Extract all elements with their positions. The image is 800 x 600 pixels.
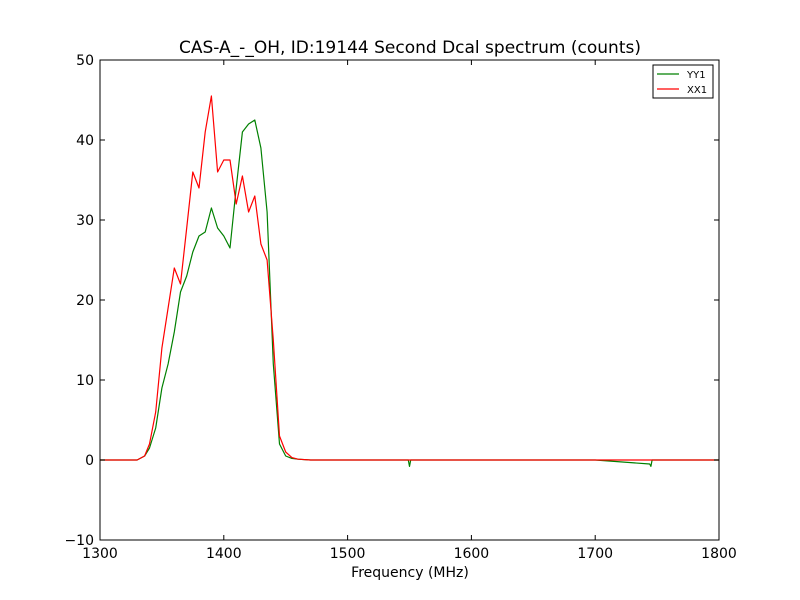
legend-box xyxy=(652,64,714,99)
y-tick-label: 40 xyxy=(76,133,94,149)
x-tick-label: 1800 xyxy=(701,546,737,562)
y-tick-label: 0 xyxy=(85,453,94,469)
chart-title: CAS-A_-_OH, ID:19144 Second Dcal spectru… xyxy=(179,38,641,58)
x-tick-label: 1700 xyxy=(577,546,613,562)
x-tick-label: 1500 xyxy=(330,546,366,562)
x-tick-label: 1600 xyxy=(454,546,490,562)
y-tick-label: 50 xyxy=(76,53,94,69)
y-tick-label: −10 xyxy=(64,533,94,549)
y-tick-label: 30 xyxy=(76,213,94,229)
y-tick-label: 10 xyxy=(76,373,94,389)
plot-frame xyxy=(99,59,720,541)
legend-label-yy1: YY1 xyxy=(686,70,706,81)
x-tick-label: 1300 xyxy=(82,546,118,562)
y-tick-label: 20 xyxy=(76,293,94,309)
series-line-yy1 xyxy=(100,119,719,467)
legend-label-xx1: XX1 xyxy=(687,85,707,96)
plot-area xyxy=(100,95,719,467)
x-axis-label: Frequency (MHz) xyxy=(351,565,469,581)
x-tick-label: 1400 xyxy=(206,546,242,562)
axes: 1300 1400 1500 1600 1700 1800 −10 0 10 20 30 40 50 xyxy=(64,53,736,562)
series-line-xx1 xyxy=(100,95,719,461)
